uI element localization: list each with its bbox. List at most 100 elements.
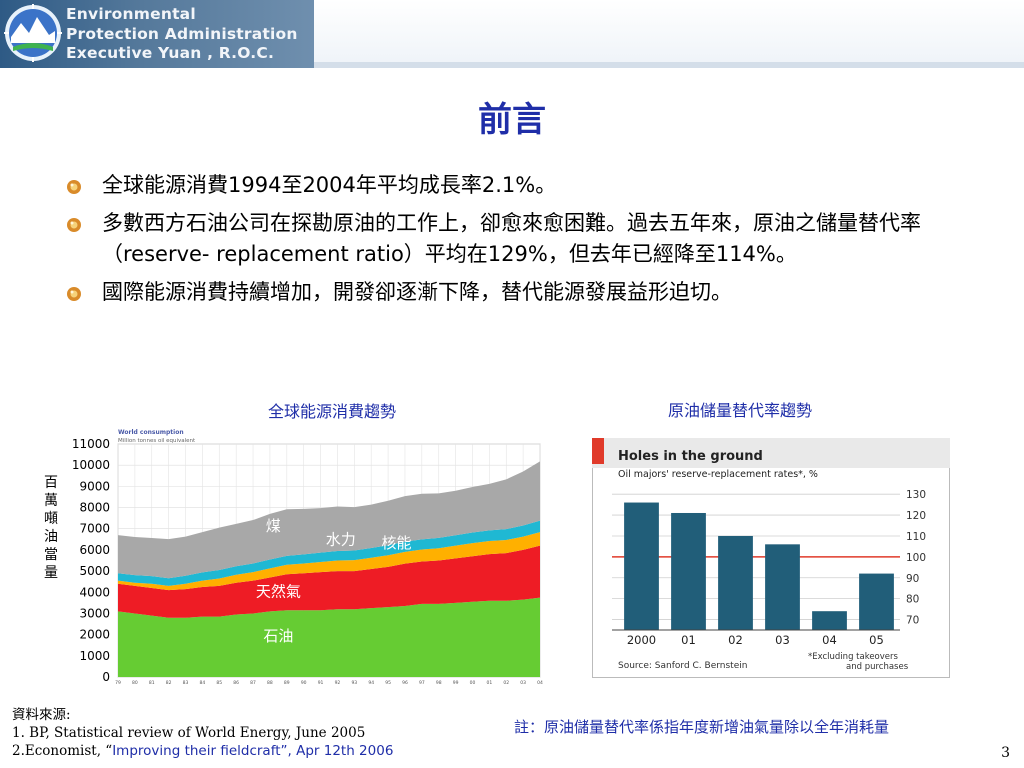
chart1-area-oil	[118, 597, 540, 677]
chart1-xtick-label: 94	[368, 680, 374, 686]
bullet-icon	[67, 287, 81, 301]
chart1-series-labels: 石油 天然氣 核能 水力 煤	[256, 517, 412, 645]
chart2-yticks: 70 80 90 100 110 120 130	[906, 489, 926, 626]
chart2-xtick-label: 01	[681, 633, 696, 647]
chart2-bar	[812, 611, 847, 630]
chart2-inner-subtitle: Oil majors' reserve-replacement rates*, …	[618, 469, 818, 480]
sources-line1: 1. BP, Statistical review of World Energ…	[12, 725, 366, 741]
chart1-area-coal	[118, 461, 540, 579]
chart1-xtick-label: 79	[115, 680, 121, 686]
header-strip	[314, 0, 1024, 68]
reserve-replacement-chart: Holes in the ground Oil majors' reserve-…	[592, 438, 950, 678]
chart1-xtick-label: 86	[233, 680, 239, 686]
chart1-area-hydro	[118, 520, 540, 586]
bullet-icon	[67, 218, 81, 232]
page-number: 3	[1001, 745, 1010, 761]
chart1-area-gas	[118, 545, 540, 618]
chart1-xtick-label: 83	[183, 680, 189, 686]
chart1-xtick-label: 85	[216, 680, 222, 686]
chart1-label-nuclear: 核能	[382, 534, 412, 552]
epa-logo-icon	[4, 4, 62, 62]
sources-line2-prefix: 2.Economist, “	[12, 743, 113, 759]
chart1-xtick-label: 00	[470, 680, 476, 686]
banner-text: Environmental Protection Administration …	[66, 5, 298, 64]
chart2-footnote2: and purchases	[846, 662, 909, 672]
chart1-xtick-label: 90	[301, 680, 307, 686]
chart1-xticks: 79 80 81 82 83 84 85 86 87 88 89 90 91 92 93 94 95 96 97 98…	[115, 680, 543, 686]
chart1-xtick-label: 95	[385, 680, 391, 686]
chart2-xtick-label: 02	[728, 633, 743, 647]
chart2-ytick-label: 100	[906, 552, 926, 564]
chart1-ytick-label: 9000	[79, 479, 110, 493]
chart1-xtick-label: 92	[335, 680, 341, 686]
chart2-caption: 原油儲量替代率趨勢	[668, 401, 813, 420]
chart1-label-coal: 煤	[266, 517, 281, 535]
bullet-icon	[67, 180, 81, 194]
chart1-ytick-label: 0	[102, 670, 110, 684]
chart2-ytick-label: 70	[906, 615, 919, 627]
chart1-xtick-label: 93	[351, 680, 357, 686]
chart1-xtick-label: 91	[318, 680, 324, 686]
chart1-caption: 全球能源消費趨勢	[268, 402, 397, 421]
chart1-xtick-label: 03	[520, 680, 526, 686]
chart2-bar	[624, 502, 659, 630]
chart2-xtick-label: 04	[822, 633, 837, 647]
banner-line2: Protection Administration	[66, 24, 298, 43]
chart2-xtick-label: 05	[869, 633, 884, 647]
chart2-ytick-label: 90	[906, 573, 919, 585]
world-consumption-chart: World consumption Million tonnes oil equ…	[72, 429, 543, 686]
chart2-ytick-label: 80	[906, 594, 919, 606]
chart1-ytick-label: 1000	[79, 649, 110, 663]
chart1-yticks: 1100010000900080007000600050004000300020…	[72, 437, 110, 684]
bullet-list: 全球能源消費1994至2004年平均成長率2.1%。 多數西方石油公司在探勘原油…	[66, 170, 986, 315]
bullet-item: 多數西方石油公司在探勘原油的工作上，卻愈來愈困難。過去五年來，原油之儲量替代率（…	[66, 208, 986, 270]
chart2-source: Source: Sanford C. Bernstein	[618, 661, 747, 671]
chart1-inner-subtitle: Million tonnes oil equivalent	[118, 438, 196, 444]
chart2-ytick-label: 120	[906, 510, 926, 522]
chart1-xtick-label: 88	[267, 680, 273, 686]
chart1-xtick-label: 99	[453, 680, 459, 686]
header-divider	[314, 62, 1024, 68]
chart1-areas	[118, 461, 540, 677]
chart2-footnote1: *Excluding takeovers	[808, 652, 899, 662]
sources-line2-italic: Improving their fieldcraft”, Apr 12th 20…	[112, 743, 394, 759]
chart1-xtick-label: 81	[149, 680, 155, 686]
chart2-ytick-label: 110	[906, 531, 926, 543]
chart1-xtick-label: 84	[200, 680, 206, 686]
banner-line3: Executive Yuan , R.O.C.	[66, 44, 275, 62]
chart1-xtick-label: 89	[284, 680, 290, 686]
chart1-xtick-label: 87	[250, 680, 256, 686]
banner-line1: Environmental	[66, 5, 196, 23]
chart1-xtick-label: 02	[503, 680, 509, 686]
sources-line2: 2.Economist, “Improving their fieldcraft…	[12, 742, 393, 760]
bullet-item: 全球能源消費1994至2004年平均成長率2.1%。	[66, 170, 986, 201]
chart1-ytick-label: 4000	[79, 585, 110, 599]
bullet-text: 國際能源消費持續增加，開發卻逐漸下降，替代能源發展益形迫切。	[102, 280, 732, 304]
chart2-ytick-label: 130	[906, 489, 926, 501]
chart2-grid	[612, 493, 900, 620]
chart1-xtick-label: 01	[486, 680, 492, 686]
chart1-label-gas: 天然氣	[256, 583, 301, 601]
chart1-xtick-label: 04	[537, 680, 543, 686]
chart2-inner-title: Holes in the ground	[618, 449, 763, 464]
header-banner: Environmental Protection Administration …	[0, 0, 314, 68]
chart1-ytick-label: 2000	[79, 628, 110, 642]
chart1-xtick-label: 98	[436, 680, 442, 686]
chart1-xtick-label: 96	[402, 680, 408, 686]
chart2-xtick-label: 2000	[627, 633, 656, 647]
chart2-xticks: 2000 01 02 03 04 05	[627, 633, 884, 647]
bullet-text: 多數西方石油公司在探勘原油的工作上，卻愈來愈困難。過去五年來，原油之儲量替代率（…	[102, 211, 921, 266]
bullet-text: 全球能源消費1994至2004年平均成長率2.1%。	[102, 173, 557, 197]
chart1-ytick-label: 11000	[72, 437, 110, 451]
sources-block: 資料來源: 1. BP, Statistical review of World…	[12, 706, 393, 760]
chart2-xtick-label: 03	[775, 633, 790, 647]
chart2-bar	[765, 544, 800, 630]
chart2-header-band	[592, 438, 950, 468]
chart1-ytick-label: 10000	[72, 458, 110, 472]
chart2-red-tag	[592, 438, 604, 464]
chart1-xtick-label: 80	[132, 680, 138, 686]
chart1-inner-title: World consumption	[118, 429, 184, 436]
chart2-bar	[671, 512, 706, 630]
chart1-ylabel: 百萬噸油當量	[44, 475, 58, 581]
chart1-ytick-label: 5000	[79, 564, 110, 578]
